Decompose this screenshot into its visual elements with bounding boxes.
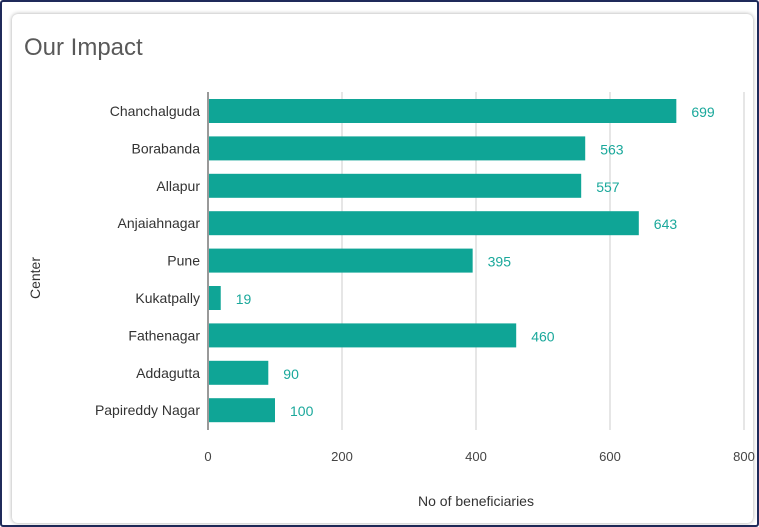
category-label: Allapur (156, 178, 200, 194)
category-label: Kukatpally (135, 290, 200, 306)
category-label: Papireddy Nagar (95, 402, 200, 418)
x-tick-label: 600 (599, 449, 621, 464)
value-label: 460 (531, 328, 555, 344)
bar (209, 173, 582, 198)
value-labels: 699 563 557 643 395 19 460 90 100 (236, 104, 715, 419)
value-label: 90 (283, 366, 299, 382)
value-label: 557 (596, 179, 620, 195)
bars (209, 99, 677, 423)
category-label: Chanchalguda (110, 103, 201, 119)
value-label: 395 (488, 254, 512, 270)
bar (209, 211, 639, 236)
bar (209, 99, 677, 123)
value-label: 19 (236, 291, 252, 307)
value-label: 100 (290, 403, 314, 419)
bar (209, 323, 517, 348)
chart-title: Our Impact (24, 34, 143, 61)
category-label: Pune (167, 253, 200, 269)
bar (209, 398, 275, 423)
x-axis-label: No of beneficiaries (418, 493, 534, 509)
bar (209, 360, 269, 385)
bar (209, 136, 586, 161)
bar (209, 248, 473, 273)
category-label: Borabanda (131, 140, 200, 156)
x-tick-label: 0 (204, 449, 211, 464)
x-tick-label: 400 (465, 449, 487, 464)
value-label: 643 (654, 216, 678, 232)
category-labels: Chanchalguda Borabanda Allapur Anjaiahnagar… (95, 103, 200, 418)
bar (209, 286, 221, 310)
category-label: Fathenagar (128, 327, 200, 343)
y-axis-label: Center (27, 257, 43, 299)
x-tick-labels: 0 200 400 600 800 (204, 449, 754, 464)
category-label: Addagutta (136, 365, 200, 381)
value-label: 699 (691, 104, 715, 120)
x-tick-label: 200 (331, 449, 353, 464)
x-tick-label: 800 (733, 449, 755, 464)
category-label: Anjaiahnagar (117, 215, 200, 231)
value-label: 563 (600, 141, 624, 157)
